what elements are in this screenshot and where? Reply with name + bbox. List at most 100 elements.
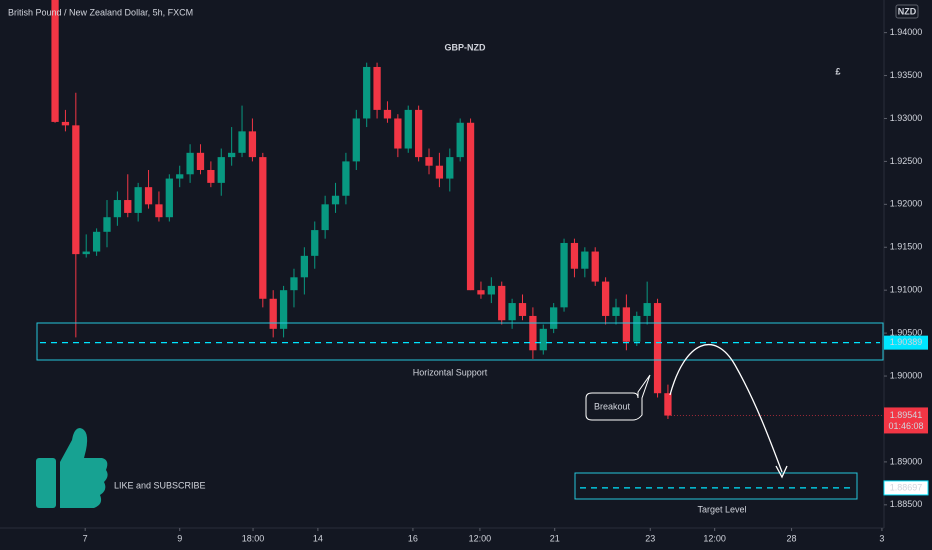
y-tick-label: 1.89000 [890,456,923,466]
candle-body [404,109,412,149]
candle-body [342,161,350,196]
target-price: 1.88697 [890,482,923,492]
heading: GBP-NZD [445,42,486,52]
candle-body [622,307,631,342]
candle-body [144,187,153,205]
candle-body [321,204,329,231]
candle-body [124,200,132,213]
x-tick-label: 3 [879,533,884,543]
candle-body [487,285,495,295]
candle-body [383,109,392,119]
x-tick-label: 28 [787,533,797,543]
x-tick-label: 23 [645,533,655,543]
x-tick-label: 12:00 [703,533,726,543]
candle-body [612,307,620,316]
x-tick-label: 7 [83,533,88,543]
x-tick-label: 9 [177,533,182,543]
candle-body [113,200,122,218]
support-badge [884,335,928,350]
support-label: Horizontal Support [413,367,488,377]
candle-body [394,118,402,149]
x-tick-label: 14 [313,533,323,543]
candle-body [456,122,464,158]
candle-body [560,242,568,308]
candle-body [435,165,444,179]
candle-body [653,303,662,394]
candle-body [581,251,589,269]
candle-body [196,152,205,170]
pound-logo: £ [835,66,840,76]
candle-body [290,277,298,291]
x-tick-label: 21 [550,533,560,543]
y-tick-label: 1.88500 [890,499,923,509]
y-tick-label: 1.91500 [890,242,923,252]
candle-body [269,298,277,329]
y-tick-label: 1.92000 [890,199,923,209]
candle-body [446,157,454,179]
candle-body [601,281,610,316]
candle-body [498,285,506,321]
candle-body [82,251,90,255]
arrow-head [775,465,788,479]
candle-body [228,152,236,158]
candle-body [570,242,579,269]
candle-body [155,204,163,218]
breakout-label: Breakout [594,401,631,411]
candle-body [518,303,527,316]
y-tick-label: 1.91000 [890,285,923,295]
candle-body [643,303,651,316]
currency: NZD [898,6,917,16]
y-tick-label: 1.90500 [890,327,923,337]
x-tick-label: 12:00 [469,533,492,543]
candle-body [279,290,288,329]
candle-body [591,251,599,282]
currency-box [895,4,919,19]
candle-body [352,118,360,162]
candle-body [539,328,547,351]
last-price-badge [884,407,928,434]
candle-body [92,231,101,252]
candle-body [176,174,184,179]
projection-arrow [669,344,783,473]
thumbs-up-icon [36,428,108,508]
support-zone [36,322,884,361]
candle-body [248,131,257,158]
candle-body [477,290,485,295]
candle-body [311,230,319,256]
target-badge [883,480,929,496]
candle-body [664,393,672,416]
candle-body [529,315,537,351]
candle-body [331,195,340,205]
x-tick-label: 16 [408,533,418,543]
candle-body [238,131,246,153]
candle-body [550,307,558,329]
y-tick-label: 1.94000 [890,27,923,37]
symbol-title: British Pound / New Zealand Dollar, 5h, … [8,7,193,17]
candle-body [186,152,194,175]
x-tick-label: 18:00 [242,533,265,543]
candle-body [300,255,308,278]
candle-body [363,66,371,119]
candle-body [207,169,215,183]
candle-body [134,187,142,213]
y-tick-label: 1.90000 [890,370,923,380]
candle-body [414,109,423,158]
countdown: 01:46:08 [888,421,923,431]
candle-body [72,125,80,255]
candle-body [51,0,59,122]
y-tick-label: 1.93000 [890,113,923,123]
candle-body [466,122,475,291]
target-zone [574,472,858,500]
last-price: 1.89541 [890,410,923,420]
candle-body [633,315,641,342]
candle-body [373,66,381,110]
y-tick-label: 1.92500 [890,156,923,166]
candle-body [217,157,225,183]
y-tick-label: 1.93500 [890,70,923,80]
target-label: Target Level [697,504,746,514]
candle-body [61,121,70,126]
support-price: 1.90389 [890,337,923,347]
